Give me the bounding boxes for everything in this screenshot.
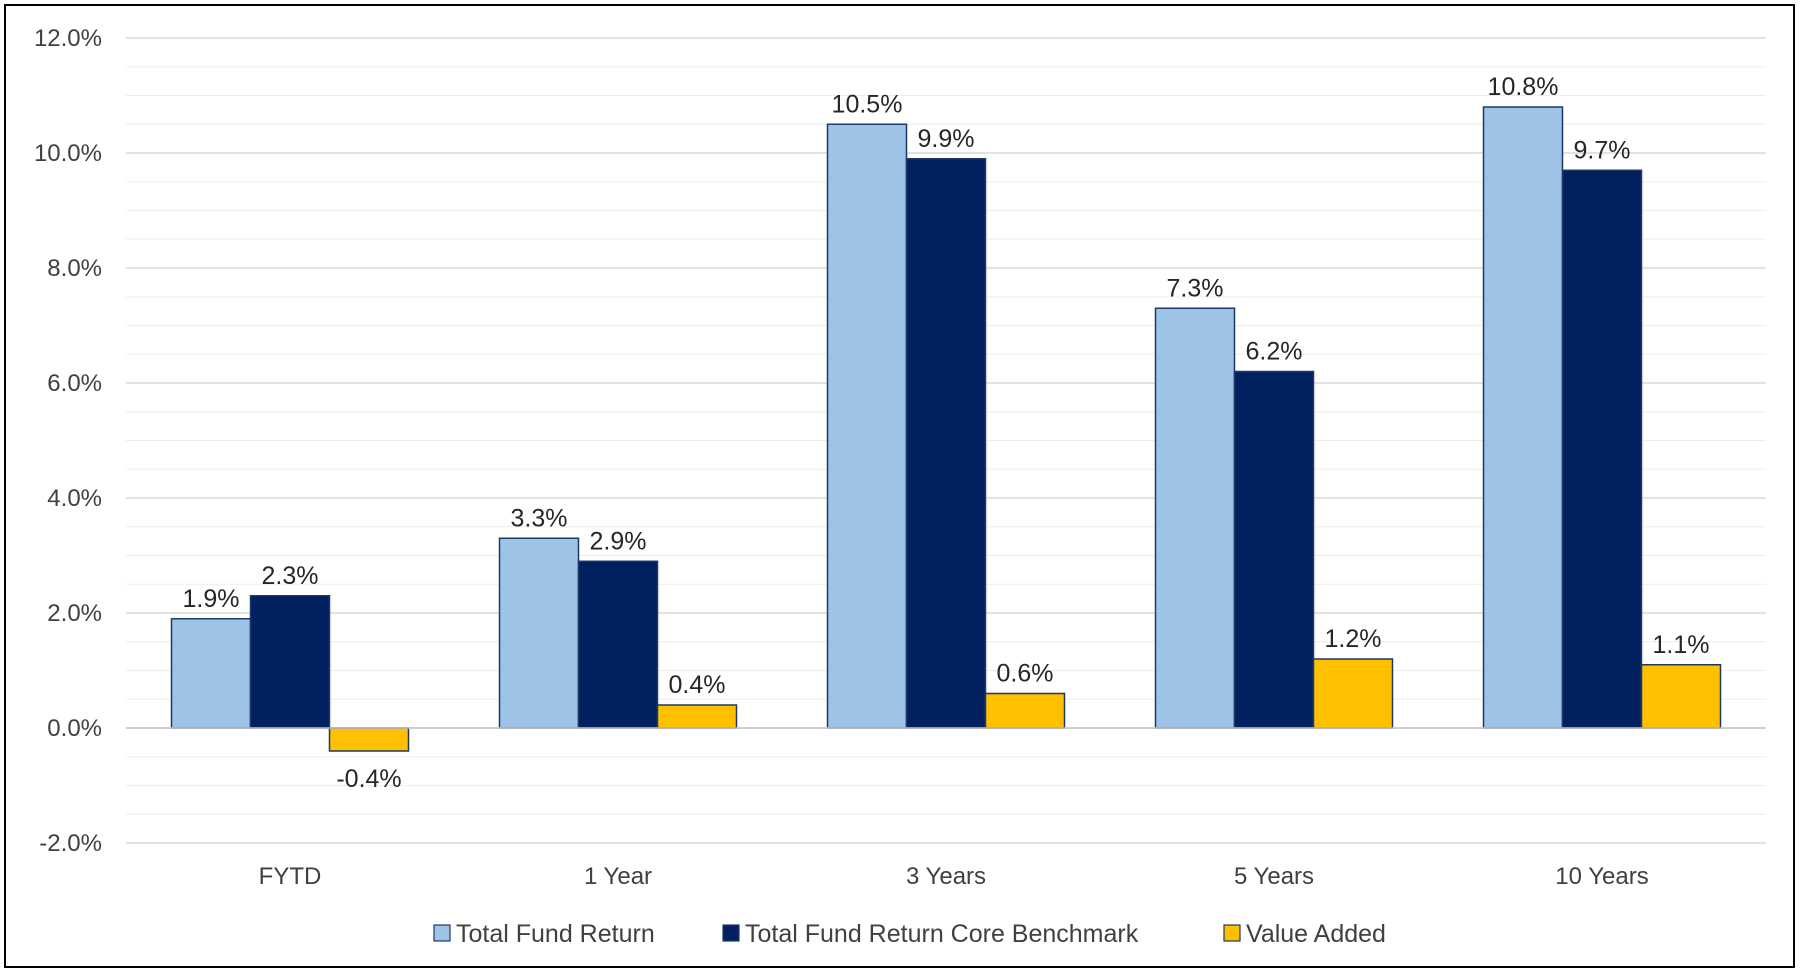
bar [328, 727, 410, 752]
legend-swatch [1223, 924, 1241, 942]
data-label: 6.2% [1246, 338, 1303, 366]
y-tick-label: 2.0% [47, 600, 102, 627]
x-tick-label: 10 Years [1555, 863, 1648, 890]
bar [1233, 370, 1315, 729]
bar [1154, 307, 1236, 729]
data-labels: 1.9% 3.3% 10.5% 7.3% 10.8% 2.3% 2.9% 9.9% 6.2% 9.… [183, 73, 1710, 793]
bar [1640, 664, 1722, 729]
legend-label: Total Fund Return [456, 920, 655, 948]
x-tick-label: 3 Years [906, 863, 986, 890]
bar [249, 595, 331, 729]
bar-chart: -2.0% 0.0% 2.0% 4.0% 6.0% 8.0% 10.0% 12.0% FYTD 1… [34, 25, 1766, 948]
bar [984, 692, 1066, 729]
legend-swatch [433, 924, 451, 942]
legend: Total Fund Return Total Fund Return Core … [433, 920, 1386, 948]
data-label: 3.3% [511, 504, 568, 532]
data-label: 10.5% [832, 90, 903, 118]
bars [170, 106, 1722, 752]
bar [905, 158, 987, 729]
data-label: 0.6% [997, 660, 1054, 688]
data-label: 0.4% [669, 671, 726, 699]
y-tick-label: 12.0% [34, 25, 102, 52]
bar [1482, 106, 1564, 729]
bar [1561, 169, 1643, 729]
y-tick-label: 4.0% [47, 485, 102, 512]
data-label: 9.9% [918, 125, 975, 153]
bar [1312, 658, 1394, 729]
legend-label: Value Added [1246, 920, 1386, 948]
y-tick-label: 6.0% [47, 370, 102, 397]
data-label: 1.1% [1653, 631, 1710, 659]
data-label: 7.3% [1167, 274, 1224, 302]
x-tick-label: 5 Years [1234, 863, 1314, 890]
data-label: 2.3% [262, 562, 319, 590]
bar [577, 560, 659, 729]
bar [656, 704, 738, 729]
x-tick-label: FYTD [259, 863, 322, 890]
data-label: -0.4% [336, 765, 401, 793]
axes: -2.0% 0.0% 2.0% 4.0% 6.0% 8.0% 10.0% 12.0% FYTD 1… [34, 25, 1766, 890]
y-tick-label: -2.0% [39, 830, 102, 857]
data-label: 9.7% [1574, 136, 1631, 164]
y-tick-label: 10.0% [34, 140, 102, 167]
data-label: 10.8% [1488, 73, 1559, 101]
chart-frame: -2.0% 0.0% 2.0% 4.0% 6.0% 8.0% 10.0% 12.0% FYTD 1… [4, 4, 1795, 968]
legend-swatch [722, 924, 740, 942]
x-tick-label: 1 Year [584, 863, 652, 890]
bar [498, 537, 580, 729]
data-label: 1.9% [183, 585, 240, 613]
data-label: 2.9% [590, 527, 647, 555]
legend-label: Total Fund Return Core Benchmark [745, 920, 1139, 948]
bar [826, 123, 908, 729]
y-tick-label: 8.0% [47, 255, 102, 282]
y-tick-label: 0.0% [47, 715, 102, 742]
data-label: 1.2% [1325, 625, 1382, 653]
bar [170, 618, 252, 729]
